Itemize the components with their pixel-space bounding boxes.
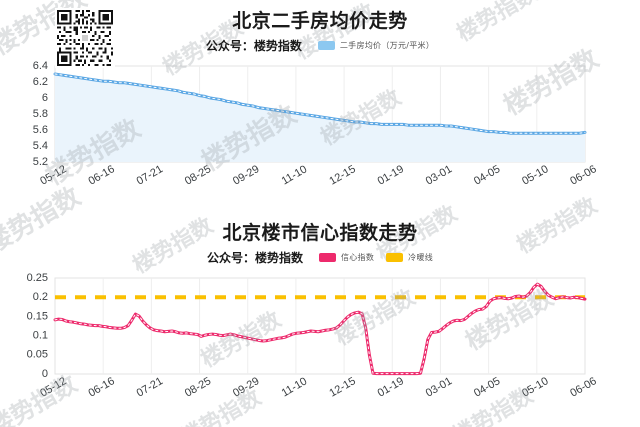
x-axis-tick-label: 06-06 (568, 375, 598, 399)
plot-border (54, 277, 586, 375)
confidence-chart-block: 北京楼市信心指数走势 公众号：楼势指数 信心指数 冷暖线 0.25 0.2 0.15… (0, 218, 640, 405)
legend-item-confidence[interactable]: 信心指数 (318, 252, 375, 263)
x-axis-tick-label: 06-16 (86, 375, 116, 399)
confidence-chart-subtitle: 公众号：楼势指数 (206, 251, 303, 265)
confidence-chart-title: 北京楼市信心指数走势 (222, 222, 418, 244)
x-axis-tick-label: 06-06 (568, 163, 598, 187)
legend-swatch-confidence (318, 253, 336, 262)
x-axis-tick-label: 01-19 (376, 163, 406, 187)
y-axis-tick-label: 0.2 (33, 291, 48, 303)
y-axis-tick-label: 0.25 (27, 272, 48, 284)
x-axis-tick-label: 01-19 (376, 375, 406, 399)
x-axis-tick-label: 05-10 (520, 163, 550, 187)
x-axis-tick-label: 08-25 (183, 375, 213, 399)
x-axis-tick-label: 09-29 (231, 163, 261, 187)
price-chart-svg[interactable]: 6.46.265.85.65.45.205-12 06-16 07-21 08-25 0… (0, 58, 640, 193)
y-axis-tick-label: 0 (42, 368, 48, 380)
y-axis-tick-label: 6.4 (33, 60, 48, 72)
x-axis-tick-label: 12-15 (327, 163, 357, 187)
y-axis-tick-label: 6.2 (33, 76, 48, 88)
x-axis-tick-label: 07-21 (135, 375, 165, 399)
x-axis-tick-label: 03-01 (424, 375, 454, 399)
price-plot-wrap: 6.4 6.2 6 5.8 5.6 5.4 5.2 05-12 06-16 07-21 08-25 0… (0, 58, 640, 193)
legend-swatch-price (317, 41, 335, 50)
y-axis-tick-label: 6 (42, 92, 48, 104)
x-axis-tick-label: 12-15 (327, 375, 357, 399)
confidence-chart-subrow: 公众号：楼势指数 信心指数 冷暖线 (0, 249, 640, 266)
x-axis-tick-label: 11-10 (280, 163, 310, 187)
x-axis-tick-label: 09-29 (231, 375, 261, 399)
qr-code-icon[interactable] (55, 8, 115, 68)
x-axis-tick-label: 04-05 (472, 163, 502, 187)
page-title: 北京二手房均价走势 (232, 10, 408, 32)
legend-label-confidence: 信心指数 (340, 253, 375, 262)
x-axis-tick-label: 03-01 (424, 163, 454, 187)
data-line-markers (54, 73, 586, 134)
x-axis-tick-label: 07-21 (135, 163, 165, 187)
x-axis-tick-label: 08-25 (183, 163, 213, 187)
legend-swatch-threshold (386, 253, 404, 262)
y-axis-tick-label: 5.4 (33, 140, 48, 152)
confidence-plot-wrap: 0.25 0.2 0.15 0.1 0.05 0 05-12 06-16 07-21 08-25 0… (0, 270, 640, 405)
price-chart-block: 北京二手房均价走势 公众号：楼势指数 二手房均价（万元/平米） 6.4 6.2 6 5… (0, 6, 640, 193)
y-axis-tick-label: 0.15 (27, 310, 48, 322)
legend-label-price: 二手房均价（万元/平米） (339, 41, 435, 50)
y-axis-tick-label: 5.8 (33, 108, 48, 120)
y-axis-tick-label: 5.6 (33, 124, 48, 136)
qr-code-svg (55, 8, 115, 68)
price-chart-subrow: 公众号：楼势指数 二手房均价（万元/平米） (0, 37, 640, 54)
price-chart-legend: 二手房均价（万元/平米） (317, 40, 435, 51)
data-line-markers (54, 283, 586, 375)
legend-label-threshold: 冷暖线 (408, 253, 434, 262)
x-axis-tick-label: 05-10 (520, 375, 550, 399)
x-axis-tick-label: 06-16 (86, 163, 116, 187)
legend-item-price[interactable]: 二手房均价（万元/平米） (317, 40, 435, 51)
price-chart-subtitle: 公众号：楼势指数 (205, 39, 302, 53)
y-axis-tick-label: 0.1 (33, 330, 48, 342)
y-axis-tick-label: 5.2 (33, 156, 48, 168)
legend-item-threshold[interactable]: 冷暖线 (386, 252, 433, 263)
confidence-chart-legend: 信心指数 冷暖线 (318, 252, 433, 263)
y-axis-tick-label: 0.05 (27, 349, 48, 361)
x-axis-tick-label: 04-05 (472, 375, 502, 399)
x-axis-tick-label: 11-10 (280, 375, 310, 399)
